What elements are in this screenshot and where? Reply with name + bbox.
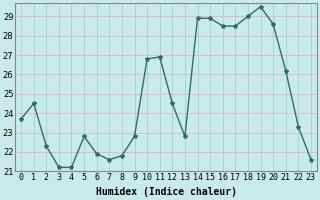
- X-axis label: Humidex (Indice chaleur): Humidex (Indice chaleur): [95, 187, 236, 197]
